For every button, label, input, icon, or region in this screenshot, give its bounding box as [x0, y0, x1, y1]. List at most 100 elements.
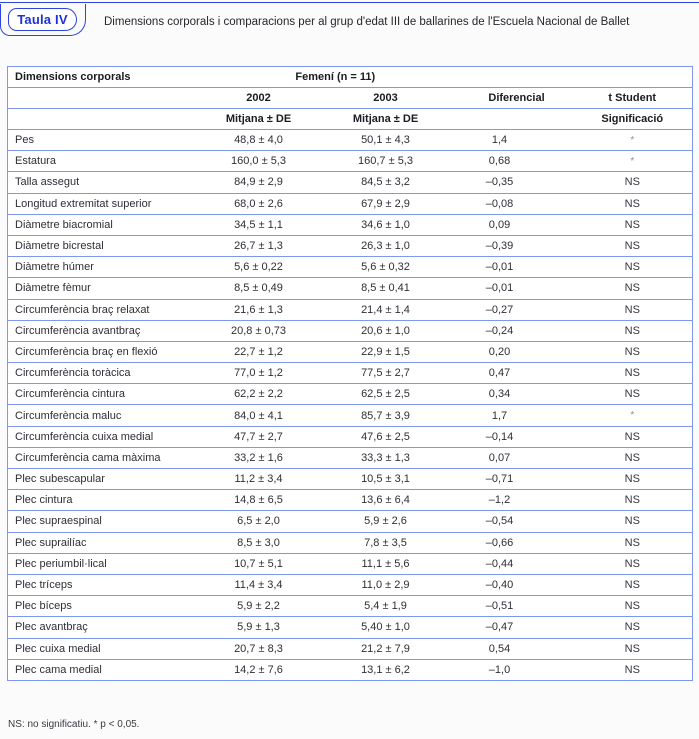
- value-2002: 84,0 ± 4,1: [172, 404, 345, 427]
- table-row: Circumferència braç en flexió 22,7 ± 1,2…: [7, 341, 693, 364]
- value-2002: 20,7 ± 8,3: [172, 638, 345, 660]
- value-diferencial: –0,66: [426, 532, 573, 554]
- value-2003: 84,5 ± 3,2: [344, 171, 427, 194]
- value-significance: NS: [572, 489, 693, 512]
- table-header-row-years: 2002 2003 Diferencial t Student: [7, 87, 693, 109]
- value-2002: 5,9 ± 1,3: [172, 616, 345, 639]
- value-2003: 10,5 ± 3,1: [344, 468, 427, 491]
- value-diferencial: 0,20: [426, 341, 573, 364]
- header-spacer: [426, 108, 573, 130]
- row-label: Plec suprailíac: [7, 532, 173, 554]
- col-header-2003: 2003: [344, 87, 427, 109]
- value-diferencial: –0,51: [426, 595, 573, 618]
- table-row: Plec cama medial 14,2 ± 7,6 13,1 ± 6,2 –…: [7, 659, 693, 681]
- badge-label: Taula IV: [17, 12, 68, 27]
- value-significance: NS: [572, 659, 693, 681]
- value-diferencial: 0,09: [426, 214, 573, 236]
- value-2003: 5,6 ± 0,32: [344, 256, 427, 279]
- value-significance: NS: [572, 171, 693, 194]
- row-label: Diàmetre húmer: [7, 256, 173, 279]
- value-2003: 33,3 ± 1,3: [344, 447, 427, 470]
- col-subheader-mitjana-2002: Mitjana ± DE: [172, 108, 345, 130]
- value-2003: 62,5 ± 2,5: [344, 383, 427, 406]
- value-2002: 11,4 ± 3,4: [172, 574, 345, 597]
- value-significance: NS: [572, 256, 693, 279]
- table-title: Dimensions corporals i comparacions per …: [104, 16, 630, 28]
- value-diferencial: –0,24: [426, 320, 573, 342]
- row-label: Plec avantbraç: [7, 616, 173, 639]
- value-2002: 10,7 ± 5,1: [172, 553, 345, 575]
- row-label: Circumferència cuixa medial: [7, 426, 173, 448]
- value-significance: NS: [572, 616, 693, 639]
- row-label: Pes: [7, 129, 173, 152]
- row-label: Longitud extremitat superior: [7, 193, 173, 215]
- value-2003: 21,4 ± 1,4: [344, 299, 427, 321]
- value-significance: NS: [572, 277, 693, 300]
- table-row: Plec supraespinal 6,5 ± 2,0 5,9 ± 2,6 –0…: [7, 510, 693, 533]
- value-2002: 8,5 ± 0,49: [172, 277, 345, 300]
- value-2003: 20,6 ± 1,0: [344, 320, 427, 342]
- value-diferencial: –0,39: [426, 235, 573, 258]
- value-significance: *: [572, 404, 693, 427]
- value-2002: 20,8 ± 0,73: [172, 320, 345, 342]
- table-row: Plec cuixa medial 20,7 ± 8,3 21,2 ± 7,9 …: [7, 638, 693, 660]
- value-significance: NS: [572, 193, 693, 215]
- value-2003: 67,9 ± 2,9: [344, 193, 427, 215]
- value-significance: NS: [572, 299, 693, 321]
- value-2002: 84,9 ± 2,9: [172, 171, 345, 194]
- table-row: Plec periumbil·lical 10,7 ± 5,1 11,1 ± 5…: [7, 553, 693, 575]
- value-diferencial: 0,68: [426, 150, 573, 173]
- table-row: Circumferència maluc 84,0 ± 4,1 85,7 ± 3…: [7, 404, 693, 427]
- value-significance: NS: [572, 510, 693, 533]
- row-label: Circumferència cama màxima: [7, 447, 173, 470]
- value-2003: 11,1 ± 5,6: [344, 553, 427, 575]
- value-significance: *: [572, 150, 693, 173]
- col-header-t-student: t Student: [572, 87, 693, 109]
- value-significance: NS: [572, 362, 693, 385]
- data-table: Dimensions corporals Femení (n = 11) 200…: [7, 66, 694, 681]
- row-label: Plec tríceps: [7, 574, 173, 597]
- value-diferencial: 0,34: [426, 383, 573, 406]
- row-label: Plec cuixa medial: [7, 638, 173, 660]
- value-significance: NS: [572, 341, 693, 364]
- table-row: Pes 48,8 ± 4,0 50,1 ± 4,3 1,4 *: [7, 129, 693, 152]
- value-2003: 7,8 ± 3,5: [344, 532, 427, 554]
- row-label: Estatura: [7, 150, 173, 173]
- col-header-diferencial: Diferencial: [426, 87, 573, 109]
- row-label: Circumferència toràcica: [7, 362, 173, 385]
- value-2003: 22,9 ± 1,5: [344, 341, 427, 364]
- value-significance: NS: [572, 595, 693, 618]
- table-row: Talla assegut 84,9 ± 2,9 84,5 ± 3,2 –0,3…: [7, 171, 693, 194]
- table-row: Circumferència braç relaxat 21,6 ± 1,3 2…: [7, 299, 693, 321]
- value-2002: 22,7 ± 1,2: [172, 341, 345, 364]
- value-2003: 5,9 ± 2,6: [344, 510, 427, 533]
- header-spacer: [7, 108, 173, 130]
- value-2002: 8,5 ± 3,0: [172, 532, 345, 554]
- value-significance: NS: [572, 574, 693, 597]
- row-label: Plec subescapular: [7, 468, 173, 491]
- value-diferencial: –0,54: [426, 510, 573, 533]
- value-diferencial: 0,54: [426, 638, 573, 660]
- value-2003: 160,7 ± 5,3: [344, 150, 427, 173]
- value-2002: 160,0 ± 5,3: [172, 150, 345, 173]
- row-label: Circumferència maluc: [7, 404, 173, 427]
- row-label: Circumferència cintura: [7, 383, 173, 406]
- header-spacer: [7, 87, 173, 109]
- table-header-row-sub: Mitjana ± DE Mitjana ± DE Significació: [7, 108, 693, 130]
- value-2002: 21,6 ± 1,3: [172, 299, 345, 321]
- value-diferencial: –0,40: [426, 574, 573, 597]
- header-rule: [0, 2, 699, 3]
- value-2003: 8,5 ± 0,41: [344, 277, 427, 300]
- col-header-2002: 2002: [172, 87, 345, 109]
- row-label: Diàmetre fèmur: [7, 277, 173, 300]
- row-label: Circumferència braç relaxat: [7, 299, 173, 321]
- value-2003: 77,5 ± 2,7: [344, 362, 427, 385]
- value-2002: 5,6 ± 0,22: [172, 256, 345, 279]
- value-diferencial: –0,35: [426, 171, 573, 194]
- value-2003: 26,3 ± 1,0: [344, 235, 427, 258]
- value-significance: NS: [572, 426, 693, 448]
- value-2002: 6,5 ± 2,0: [172, 510, 345, 533]
- value-significance: NS: [572, 468, 693, 491]
- table-row: Circumferència cintura 62,2 ± 2,2 62,5 ±…: [7, 383, 693, 406]
- table-row: Circumferència cuixa medial 47,7 ± 2,7 4…: [7, 426, 693, 448]
